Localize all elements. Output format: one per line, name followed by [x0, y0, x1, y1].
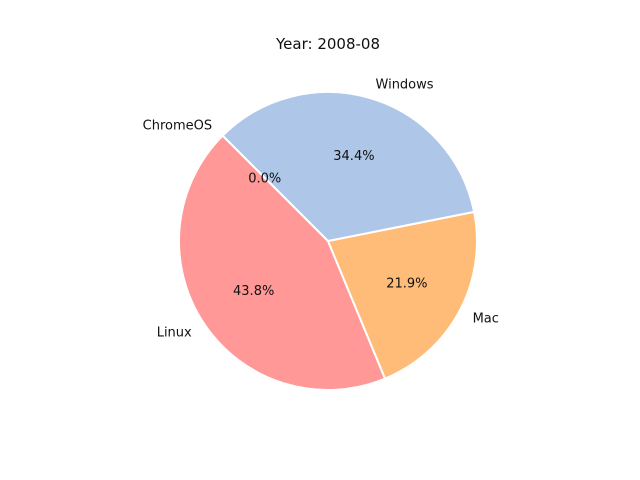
slice-label-windows: Windows [376, 78, 434, 93]
pie-slice-mac [327, 210, 478, 380]
slice-label-mac: Mac [473, 312, 499, 327]
pie-labels: Linux 43.8% Mac 21.9% Windows 34.4% ChromeOS 0.… [143, 78, 499, 341]
slice-label-linux: Linux [157, 326, 192, 341]
pie-slice-linux [178, 134, 387, 391]
percent-label-windows: 34.4% [333, 149, 374, 164]
percent-label-chromeos: 0.0% [248, 171, 281, 186]
percent-label-linux: 43.8% [233, 284, 274, 299]
pie-slices [178, 91, 478, 391]
pie-slice-windows [221, 91, 476, 242]
slice-label-chromeos: ChromeOS [143, 119, 212, 134]
chart-title: Year: 2008-08 [275, 35, 380, 53]
percent-label-mac: 21.9% [386, 277, 427, 292]
